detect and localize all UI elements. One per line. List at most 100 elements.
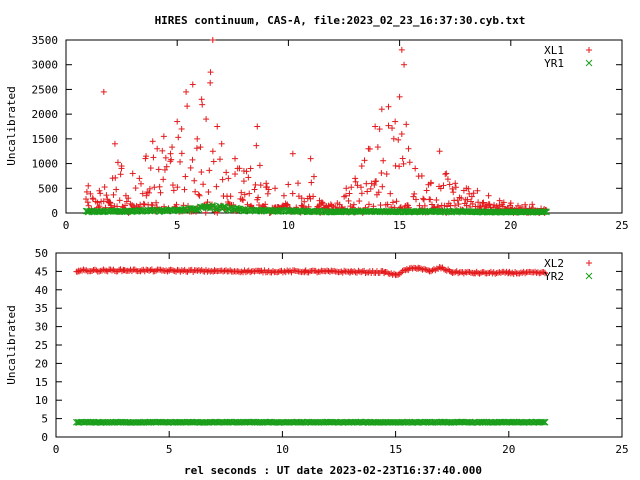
- point-xl1: [475, 199, 482, 206]
- bottom-legend: XL2 YR2: [544, 257, 593, 283]
- legend-label-xl2: XL2: [544, 257, 564, 270]
- point-xl1: [236, 165, 243, 172]
- point-xl1: [295, 193, 302, 200]
- point-xl2: [238, 268, 245, 275]
- point-xl1: [178, 150, 185, 157]
- point-xl1: [455, 201, 462, 208]
- point-xl2: [305, 269, 312, 276]
- point-xl1: [380, 157, 387, 164]
- point-xl1: [469, 200, 476, 207]
- point-xl1: [143, 192, 150, 199]
- point-xl1: [198, 169, 205, 176]
- point-xl1: [450, 189, 457, 196]
- point-xl1: [428, 179, 435, 186]
- point-xl2: [507, 270, 514, 277]
- point-xl1: [139, 190, 146, 197]
- point-xl1: [468, 193, 475, 200]
- point-xl1: [240, 197, 247, 204]
- point-xl2: [89, 268, 96, 275]
- point-xl1: [345, 197, 352, 204]
- legend-marker-yr2: [585, 272, 593, 280]
- point-xl2: [153, 267, 160, 274]
- point-xl1: [252, 181, 259, 188]
- point-xl1: [399, 155, 406, 162]
- x-tick-label: 0: [53, 443, 60, 456]
- point-xl1: [272, 185, 279, 192]
- point-xl1: [239, 196, 246, 203]
- point-xl1: [181, 186, 188, 193]
- top-y-ticks: 0 500 1000 1500 2000 2500 3000 3500: [32, 34, 622, 220]
- point-xl1: [122, 202, 129, 209]
- point-xl1: [357, 184, 364, 191]
- point-xl1: [375, 189, 382, 196]
- point-xl1: [97, 190, 104, 197]
- top-panel: Uncalibrated 0 500 1000 1500 2000 2500 3000 350…: [5, 34, 629, 232]
- point-yr1: [193, 206, 200, 213]
- point-xl1: [401, 61, 408, 68]
- y-tick-label: 3000: [32, 59, 59, 72]
- point-xl1: [184, 103, 191, 110]
- bottom-x-ticks: 0 5 10 15 20 25: [53, 253, 629, 456]
- point-xl2: [480, 268, 487, 275]
- point-xl1: [458, 195, 465, 202]
- point-xl1: [449, 185, 456, 192]
- point-xl2: [269, 267, 276, 274]
- point-xl1: [100, 198, 107, 205]
- point-xl1: [301, 198, 308, 205]
- point-xl1: [285, 181, 292, 188]
- point-xl2: [420, 265, 427, 272]
- point-xl1: [264, 190, 271, 197]
- point-xl1: [255, 194, 262, 201]
- point-xl2: [542, 270, 549, 277]
- point-xl2: [492, 270, 499, 277]
- point-xl1: [189, 156, 196, 163]
- point-xl1: [147, 165, 154, 172]
- point-xl1: [440, 182, 447, 189]
- point-xl1: [197, 144, 204, 151]
- point-xl2: [422, 266, 429, 273]
- point-xl1: [94, 199, 101, 206]
- point-xl1: [159, 147, 166, 154]
- point-xl1: [436, 148, 443, 155]
- point-xl1: [191, 177, 198, 184]
- point-xl1: [142, 155, 149, 162]
- point-xl1: [466, 190, 473, 197]
- point-xl1: [104, 196, 111, 203]
- x-axis-label: rel seconds : UT date 2023-02-23T16:37:4…: [184, 464, 482, 477]
- point-xl1: [83, 196, 90, 203]
- point-xl1: [195, 191, 202, 198]
- point-xl1: [101, 184, 108, 191]
- point-xl1: [205, 189, 212, 196]
- point-xl1: [420, 196, 427, 203]
- y-tick-label: 0: [41, 431, 48, 444]
- point-xl1: [398, 46, 405, 53]
- point-xl1: [225, 175, 232, 182]
- point-xl1: [444, 176, 451, 183]
- point-xl1: [114, 159, 121, 166]
- point-xl1: [213, 183, 220, 190]
- point-xl1: [187, 164, 194, 171]
- point-xl2: [211, 267, 218, 274]
- point-xl1: [218, 140, 225, 147]
- point-xl1: [200, 181, 207, 188]
- top-marks: [82, 37, 550, 216]
- point-xl1: [253, 142, 260, 149]
- y-tick-label: 50: [35, 247, 48, 260]
- point-yr2: [540, 418, 547, 426]
- bottom-panel: Uncalibrated 0 5 10 15 20 25 30 35 40 45 50 0 5 10 15…: [5, 247, 629, 456]
- point-xl1: [199, 101, 206, 108]
- point-xl1: [113, 186, 120, 193]
- point-xl1: [174, 184, 181, 191]
- point-xl1: [138, 180, 145, 187]
- point-xl2: [103, 267, 110, 274]
- point-xl1: [411, 190, 418, 197]
- point-xl1: [452, 184, 459, 191]
- point-xl1: [192, 188, 199, 195]
- point-xl1: [465, 185, 472, 192]
- point-yr2: [538, 418, 546, 426]
- point-xl1: [346, 190, 353, 197]
- point-xl2: [221, 267, 228, 274]
- point-xl1: [167, 150, 174, 157]
- point-xl1: [318, 199, 325, 206]
- point-xl1: [403, 121, 410, 128]
